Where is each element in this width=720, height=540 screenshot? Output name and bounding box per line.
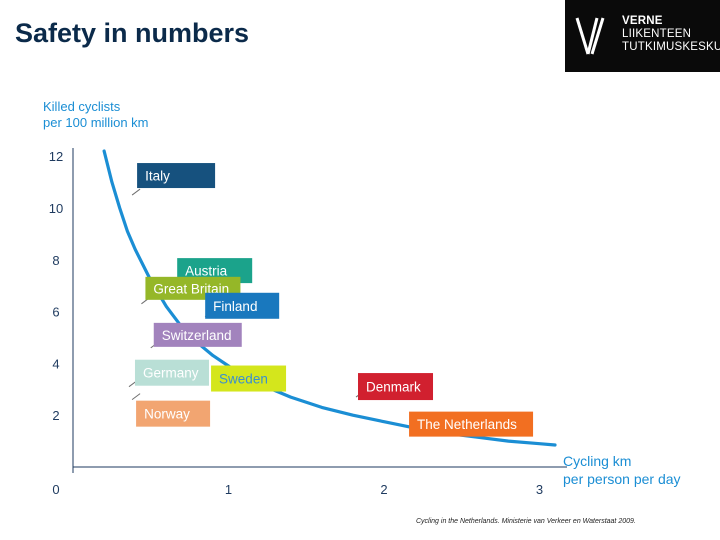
country-box xyxy=(205,292,280,319)
logo-line-1: VERNE xyxy=(622,15,663,27)
y-axis-title-line: per 100 million km xyxy=(43,115,149,130)
x-tick-label: 3 xyxy=(536,482,543,497)
country-box xyxy=(136,400,211,427)
x-tick-label: 2 xyxy=(380,482,387,497)
y-tick-label: 4 xyxy=(52,356,59,371)
country-label: Great Britain xyxy=(153,281,229,296)
x-tick-label: 1 xyxy=(225,482,232,497)
y-tick-label: 10 xyxy=(49,201,63,216)
page-title: Safety in numbers xyxy=(15,18,250,48)
country-box xyxy=(134,359,209,386)
logo-line-2: LIIKENTEEN xyxy=(622,28,692,40)
country-box xyxy=(211,365,287,392)
country-label: The Netherlands xyxy=(417,417,517,432)
country-box xyxy=(409,411,534,437)
point-marker xyxy=(131,188,141,196)
logo-line-3: TUTKIMUSKESKUS xyxy=(622,41,720,53)
country-label: Sweden xyxy=(219,372,268,387)
logo-text: VERNE LIIKENTEEN TUTKIMUSKESKUS xyxy=(622,15,720,54)
origin-tick-label: 0 xyxy=(52,482,59,497)
country-label: Germany xyxy=(143,366,199,381)
y-tick-label: 6 xyxy=(52,305,59,320)
country-label: Switzerland xyxy=(162,328,232,343)
country-box xyxy=(153,322,242,347)
country-box xyxy=(137,163,216,189)
y-tick-label: 2 xyxy=(52,408,59,423)
country-label: Denmark xyxy=(366,380,421,395)
logo-mark-icon xyxy=(575,17,605,55)
y-axis-title-line: Killed cyclists xyxy=(43,99,121,114)
point-marker xyxy=(131,393,141,401)
x-axis-title-line: Cycling km xyxy=(563,453,631,469)
country-label: Norway xyxy=(144,407,190,422)
logo: VERNE LIIKENTEEN TUTKIMUSKESKUS xyxy=(565,0,720,72)
y-tick-label: 12 xyxy=(49,149,63,164)
country-box xyxy=(358,373,434,401)
y-tick-label: 8 xyxy=(52,253,59,268)
country-label: Italy xyxy=(145,169,170,184)
source-note: Cycling in the Netherlands. Ministerie v… xyxy=(416,518,636,525)
country-label: Austria xyxy=(185,264,228,279)
country-label: Finland xyxy=(213,299,257,314)
x-axis-title-line: per person per day xyxy=(563,471,681,487)
